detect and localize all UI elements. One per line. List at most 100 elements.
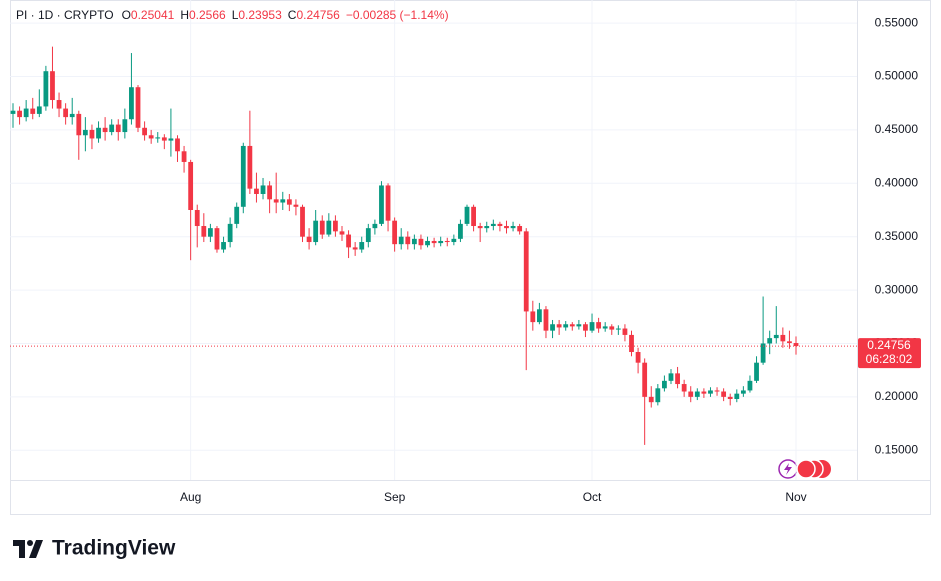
event-icons — [778, 459, 831, 479]
candle-body — [339, 231, 345, 235]
candle-body — [754, 362, 759, 381]
x-tick-label: Oct — [583, 490, 602, 504]
candle-body — [398, 236, 404, 245]
candle-body — [168, 138, 174, 141]
candle-body — [675, 373, 680, 385]
candle-body — [793, 343, 799, 347]
candle-body — [471, 206, 476, 227]
candle-body — [379, 185, 384, 224]
candle-body — [352, 247, 358, 250]
candle-body — [477, 226, 483, 229]
candle-body — [451, 238, 457, 243]
candle-body — [319, 220, 325, 235]
candle-body — [50, 71, 55, 101]
candle-body — [188, 161, 194, 211]
candle-body — [596, 322, 602, 329]
x-tick-label: Nov — [785, 490, 806, 504]
y-tick-label: 0.15000 — [875, 442, 919, 456]
last-price-box — [858, 338, 921, 369]
grid — [10, 0, 857, 480]
candle-body — [504, 226, 509, 229]
candle-body — [201, 226, 207, 237]
x-tick-label: Sep — [384, 490, 406, 504]
candle-body — [622, 328, 628, 335]
candle-body — [194, 210, 200, 227]
candle-body — [497, 223, 503, 227]
candle-body — [563, 324, 569, 328]
ohlc-value: 0.25041 — [130, 8, 175, 22]
candle-body — [346, 234, 351, 248]
candle-body — [247, 145, 253, 189]
candle-body — [780, 334, 786, 342]
candle-body — [530, 311, 536, 323]
candle-body — [490, 223, 496, 227]
candle-body — [63, 108, 69, 118]
candle-body — [122, 119, 128, 133]
candle-body — [267, 185, 273, 200]
candle-body — [609, 326, 615, 330]
candle-body — [418, 238, 424, 246]
candle-body — [227, 223, 233, 243]
candle-body — [30, 108, 36, 114]
candle-body — [642, 362, 648, 397]
candle-body — [221, 242, 226, 250]
candle-body — [425, 240, 430, 246]
candle-body — [458, 223, 463, 239]
candle-body — [583, 324, 588, 331]
candle-body — [161, 137, 167, 141]
candle-body — [365, 228, 371, 243]
candle-body — [602, 326, 608, 329]
candle-body — [523, 231, 529, 312]
x-tick-label: Aug — [180, 490, 201, 504]
candle-body — [701, 391, 707, 394]
candle-body — [615, 328, 621, 330]
candle-body — [129, 87, 134, 120]
candle-body — [89, 129, 95, 139]
candle-body — [773, 334, 779, 339]
candle-body — [648, 396, 654, 403]
candle-body — [17, 110, 22, 118]
candle-body — [767, 338, 773, 344]
candle-body — [56, 100, 62, 109]
candle-body — [96, 127, 101, 139]
candle-body — [708, 390, 713, 394]
candle-body — [688, 391, 694, 397]
candle-body — [273, 199, 279, 203]
candle-body — [747, 380, 753, 391]
candle-body — [10, 110, 16, 114]
candle-body — [740, 390, 746, 394]
candle-body — [438, 240, 444, 244]
countdown-label: 06:28:02 — [866, 352, 913, 366]
candle-body — [431, 240, 437, 244]
candle-body — [372, 223, 378, 229]
candle-body — [484, 226, 490, 229]
ohlc-value: 0.2566 — [188, 8, 226, 22]
candle-body — [629, 334, 634, 353]
candle-body — [207, 228, 213, 237]
ohlc-label: H — [180, 8, 189, 22]
candle-body — [787, 341, 792, 344]
candle-body — [175, 138, 180, 152]
candle-body — [589, 322, 595, 331]
candle-body — [23, 108, 29, 118]
candle-body — [517, 226, 523, 232]
ohlc-value: 0.24756 — [296, 8, 340, 22]
candle-body — [286, 199, 292, 205]
candle-body — [148, 135, 154, 139]
y-tick-label: 0.30000 — [875, 282, 919, 296]
ohlc-label: O — [121, 8, 131, 22]
candle-body — [142, 127, 147, 136]
candle-body — [82, 129, 88, 136]
legend-header: PI · 1D · CRYPTO O0.25041 H0.2566 L0.23953 C… — [16, 8, 455, 22]
candle-body — [662, 380, 667, 389]
candle-body — [181, 151, 187, 162]
y-tick-label: 0.45000 — [875, 122, 919, 136]
candle-body — [214, 228, 220, 250]
symbol: PI · 1D · CRYPTO — [16, 8, 114, 22]
candle-body — [36, 106, 42, 114]
candle-body — [444, 240, 450, 243]
candle-body — [280, 199, 286, 203]
candle-body — [313, 220, 319, 243]
